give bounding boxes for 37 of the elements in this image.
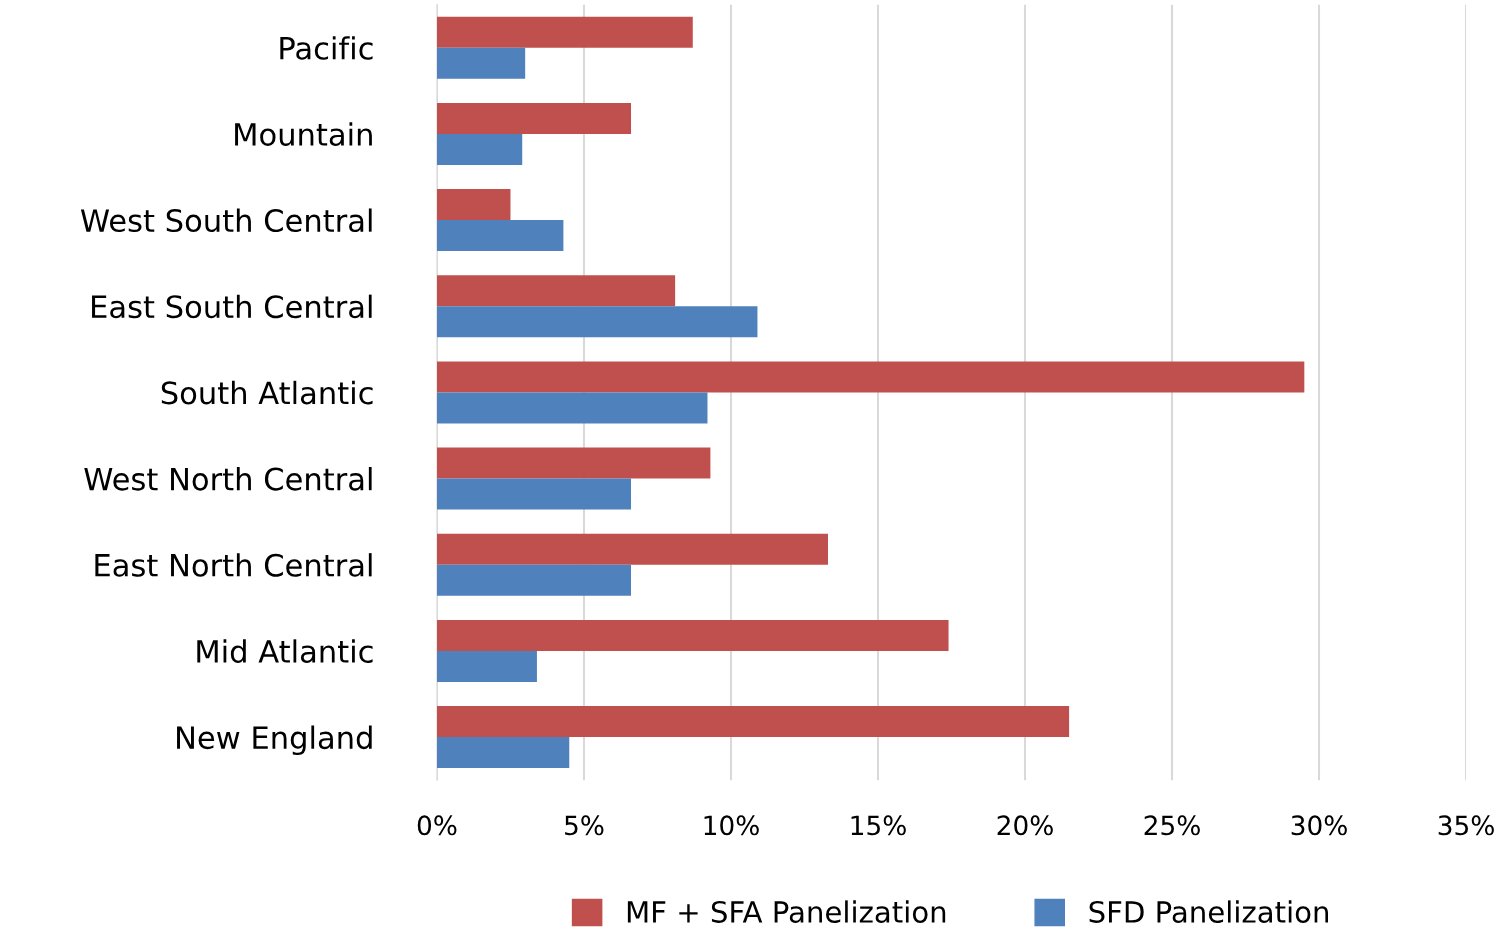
bar xyxy=(436,533,829,565)
bar xyxy=(436,16,693,48)
legend-label: MF + SFA Panelization xyxy=(627,900,946,923)
bar xyxy=(436,650,537,682)
bar xyxy=(436,102,632,134)
x-tick-label: 15% xyxy=(851,815,906,836)
bar xyxy=(436,478,632,510)
y-tick-label: Pacific xyxy=(280,36,373,60)
bar xyxy=(436,275,676,307)
x-tick-label: 35% xyxy=(1438,815,1494,836)
y-tick-label: East North Central xyxy=(95,553,372,577)
bar xyxy=(436,220,564,252)
x-tick-label: 10% xyxy=(704,815,759,836)
bar xyxy=(436,189,511,221)
bar xyxy=(436,619,949,651)
bar xyxy=(436,564,632,596)
bar xyxy=(436,447,711,479)
bar xyxy=(436,737,570,769)
x-tick-label: 5% xyxy=(565,815,604,836)
y-tick-label: West North Central xyxy=(84,466,372,491)
x-tick-label: 20% xyxy=(997,815,1053,836)
bar xyxy=(436,47,526,79)
bar xyxy=(436,306,758,338)
y-tick-label: Mountain xyxy=(235,122,372,146)
bar xyxy=(436,361,1305,393)
y-tick-label: South Atlantic xyxy=(161,380,373,405)
y-tick-label: West South Central xyxy=(80,208,372,233)
y-tick-label: New England xyxy=(177,725,372,756)
x-tick-label: 30% xyxy=(1291,815,1347,836)
y-tick-label: Mid Atlantic xyxy=(197,639,373,663)
y-tick-label: East South Central xyxy=(92,294,372,319)
x-tick-label: 0% xyxy=(417,815,457,836)
bar xyxy=(436,706,1070,738)
legend-label: SFD Panelization xyxy=(1089,900,1329,923)
bar xyxy=(436,392,708,424)
x-tick-label: 25% xyxy=(1144,815,1200,836)
bar xyxy=(436,133,523,165)
